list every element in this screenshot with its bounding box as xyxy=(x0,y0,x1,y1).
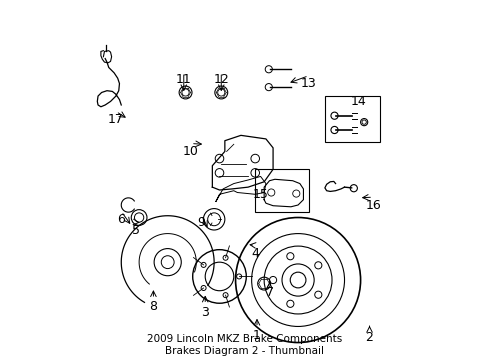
Text: 1: 1 xyxy=(253,329,261,342)
Text: 9: 9 xyxy=(197,216,205,229)
Text: 12: 12 xyxy=(213,73,229,86)
Text: 7: 7 xyxy=(265,286,273,299)
Text: 15: 15 xyxy=(252,188,268,201)
Text: 6: 6 xyxy=(117,213,125,226)
Text: 10: 10 xyxy=(183,145,199,158)
Text: 13: 13 xyxy=(300,77,316,90)
Text: 5: 5 xyxy=(131,224,139,237)
Text: 3: 3 xyxy=(201,306,209,319)
Text: 2009 Lincoln MKZ Brake Components
Brakes Diagram 2 - Thumbnail: 2009 Lincoln MKZ Brake Components Brakes… xyxy=(146,334,342,356)
Text: 8: 8 xyxy=(149,300,157,313)
Text: 11: 11 xyxy=(176,73,191,86)
Text: 17: 17 xyxy=(108,113,123,126)
FancyBboxPatch shape xyxy=(324,96,380,143)
Text: 2: 2 xyxy=(365,331,373,344)
Text: 16: 16 xyxy=(365,198,380,212)
FancyBboxPatch shape xyxy=(255,169,308,212)
Text: 14: 14 xyxy=(350,95,366,108)
Text: 4: 4 xyxy=(251,247,259,260)
